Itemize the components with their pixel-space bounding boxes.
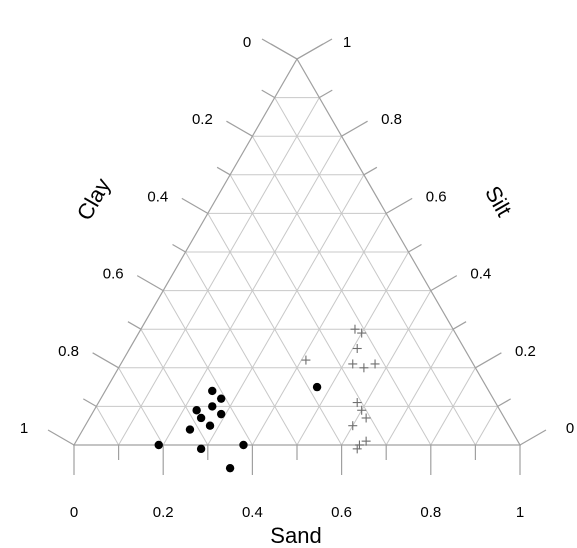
data-point-plus xyxy=(357,328,367,338)
grid-line-sand xyxy=(385,328,454,446)
clay-tick-label: 0.4 xyxy=(147,188,168,205)
grid-lines xyxy=(95,97,499,446)
clay-tick xyxy=(172,243,186,253)
data-point-plus xyxy=(350,324,360,334)
clay-tick-label: 0.8 xyxy=(58,343,79,360)
clay-tick-label: 0 xyxy=(243,34,251,51)
tick-labels: 0 0 0 0.2 0.2 0.2 0.4 0.4 0.4 0.6 0.6 0.6 0.8 0.8 0.8 1… xyxy=(20,34,574,521)
data-point-dot xyxy=(239,440,248,450)
data-point-plus xyxy=(357,405,367,415)
data-points xyxy=(154,324,380,473)
triangle-outline xyxy=(72,57,522,446)
data-point-plus xyxy=(348,359,358,369)
data-point-plus xyxy=(352,444,362,454)
data-point-dot xyxy=(205,421,215,430)
grid-line-clay xyxy=(274,97,476,446)
grid-line-clay xyxy=(229,174,387,446)
clay-tick xyxy=(83,398,97,407)
grid-line-sand xyxy=(474,406,499,446)
clay-tick xyxy=(216,166,231,176)
data-point-plus xyxy=(352,344,362,353)
silt-tick xyxy=(341,120,368,137)
apex-tick-right xyxy=(296,38,333,60)
silt-tick xyxy=(452,321,467,330)
grid-line-clay xyxy=(118,367,164,446)
silt-tick-label: 0.4 xyxy=(470,266,491,283)
silt-tick-label: 0 xyxy=(566,420,574,437)
clay-tick xyxy=(127,321,142,330)
silt-tick-label: 0.6 xyxy=(426,188,447,205)
silt-tick xyxy=(318,89,333,99)
data-point-dot xyxy=(192,406,201,415)
sand-tick-label: 1 xyxy=(516,504,524,521)
clay-tick xyxy=(92,352,119,369)
data-point-dot xyxy=(312,382,322,392)
silt-tick-label: 0.8 xyxy=(381,111,402,128)
silt-tick xyxy=(385,197,413,214)
data-point-plus xyxy=(361,413,371,423)
clay-axis-title: Clay xyxy=(72,174,116,225)
data-point-plus xyxy=(348,421,358,431)
silt-tick xyxy=(430,275,458,292)
clay-tick-label: 0.6 xyxy=(103,266,124,283)
data-point-dot xyxy=(216,409,226,419)
sand-tick-label: 0.2 xyxy=(153,504,174,521)
apex-tick-left xyxy=(261,38,298,60)
data-point-dot xyxy=(216,394,226,403)
grid-line-clay xyxy=(162,290,253,446)
data-point-dot xyxy=(208,386,217,396)
grid-line-clay xyxy=(140,328,209,446)
clay-tick-label: 1 xyxy=(20,420,28,437)
sand-tick-label: 0 xyxy=(70,504,78,521)
sand-axis-title: Sand xyxy=(270,523,321,548)
grid-line-sand xyxy=(341,290,432,446)
data-point-plus xyxy=(361,436,371,446)
grid-line-clay xyxy=(185,251,298,446)
silt-tick-label: 0.2 xyxy=(515,343,536,360)
sand-tick-label: 0.6 xyxy=(331,504,352,521)
data-point-plus xyxy=(354,440,364,450)
clay-tick-label: 0.2 xyxy=(192,111,213,128)
data-point-dot xyxy=(225,463,235,473)
grid-line-sand xyxy=(430,367,476,446)
data-point-plus xyxy=(370,359,380,369)
silt-tick xyxy=(519,429,547,446)
axis-ticks xyxy=(47,38,547,475)
data-point-dot xyxy=(196,413,206,423)
silt-tick xyxy=(363,166,378,176)
grid-line-sand xyxy=(118,97,320,446)
data-point-dot xyxy=(154,440,163,450)
clay-tick xyxy=(226,120,253,137)
clay-tick xyxy=(47,429,75,446)
silt-tick-label: 1 xyxy=(343,34,351,51)
data-point-plus xyxy=(359,363,369,373)
data-point-dot xyxy=(196,444,206,454)
data-point-dot xyxy=(185,425,195,434)
clay-tick xyxy=(136,275,164,292)
silt-tick xyxy=(408,243,422,253)
triangle-frame xyxy=(72,57,522,446)
silt-axis-title: Silt xyxy=(480,182,517,221)
data-point-plus xyxy=(352,398,362,408)
sand-tick-label: 0.4 xyxy=(242,504,263,521)
clay-tick xyxy=(181,197,209,214)
grid-line-sand xyxy=(207,174,365,446)
silt-tick xyxy=(497,398,511,407)
grid-line-clay xyxy=(95,406,120,446)
clay-tick xyxy=(261,89,276,99)
sand-tick-label: 0.8 xyxy=(420,504,441,521)
data-point-dot xyxy=(208,402,217,411)
silt-tick xyxy=(475,352,502,369)
data-point-plus xyxy=(301,355,311,365)
